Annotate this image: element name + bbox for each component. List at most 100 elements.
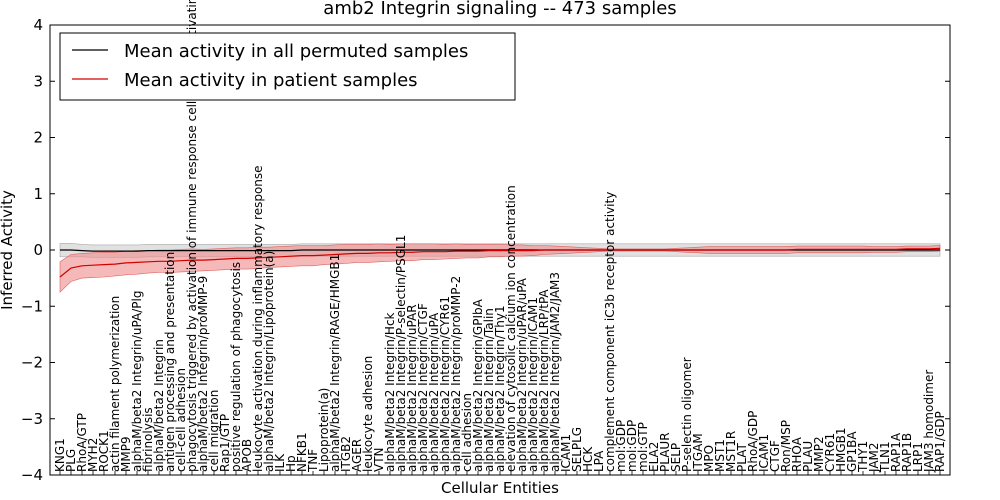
category-label: KNG1 (53, 438, 67, 472)
category-label: RhoA/GDP (746, 411, 760, 472)
category-label: ICAM1 (559, 434, 573, 472)
series-lines (59, 247, 941, 278)
category-label: cell migration (207, 390, 221, 472)
y-tick-label: 0 (33, 241, 43, 259)
y-axis-ticks: −4 −3 −2 −1 0 1 2 3 4 (21, 16, 950, 484)
category-label: alphaM/beta2 Integrin/JAM2/JAM3 (548, 272, 562, 472)
category-label: alphaM/beta2 Integrin/CTGF (416, 303, 430, 472)
category-label: TNF (306, 449, 320, 473)
category-label: alphaM/beta2 Integrin/ICAM1 (526, 297, 540, 472)
category-label: APOB (240, 439, 254, 472)
category-label: Lipoprotein(a) (317, 388, 331, 472)
category-label: VTN (372, 447, 386, 472)
category-label: actin filament polymerization (108, 296, 122, 472)
legend-label-permuted: Mean activity in all permuted samples (124, 41, 468, 62)
category-label: alphaM/beta2 Integrin/uPA (427, 312, 441, 472)
category-label: alphaM/beta2 Integrin/GPIbA (471, 298, 485, 472)
category-label: phagocytosis triggered by activation of … (185, 0, 199, 472)
category-label: PLG (64, 449, 78, 472)
category-label: leukocyte activation during inflammatory… (251, 165, 265, 472)
category-label: MMP9 (119, 436, 133, 472)
category-label: alphaM/beta2 Integrin/P-selectin/PSGL1 (394, 235, 408, 472)
category-label: TLN1 (878, 441, 892, 473)
category-label: alphaM/beta2 Integrin/proMMP-2 (449, 276, 463, 472)
category-label: alphaM/beta2 Integrin/uPA/Plg (130, 291, 144, 472)
category-label: CTGF (768, 440, 782, 472)
category-label: PLAT (735, 443, 749, 472)
category-label: cell adhesion (460, 393, 474, 472)
series-line-patient (59, 247, 941, 278)
category-label: NFKB1 (295, 432, 309, 472)
category-label: GP1BA (845, 431, 859, 472)
category-label: alphaM/beta2 Integrin/proMMP-9 (196, 276, 210, 472)
category-label: AGER (350, 439, 364, 472)
category-label: alphaM/beta2 Integrin/uPAR/uPA (515, 277, 529, 472)
y-tick-label: −3 (21, 410, 43, 428)
category-label: RHOA (790, 436, 804, 472)
category-label: alphaM/beta2 Integrin/Lipoprotein(a) (262, 251, 276, 472)
category-label: positive regulation of phagocytosis (229, 262, 243, 472)
category-label: LRP1 (911, 442, 925, 472)
category-label: ITGB2 (339, 436, 353, 472)
category-label: JAM3 homodimer (922, 370, 936, 473)
category-label: ITGAM (691, 433, 705, 472)
category-label: HMGB1 (834, 427, 848, 472)
category-label: SELP (669, 443, 683, 472)
category-label: Ron/MSP (779, 420, 793, 472)
y-tick-label: 1 (33, 185, 43, 203)
category-label: PLAUR (658, 432, 672, 472)
category-label: MST1R (724, 431, 738, 472)
category-label: Rap1/GTP (218, 414, 232, 472)
category-label: alphaM/beta2 Integrin/LRP/tPA (537, 289, 551, 472)
category-label: JAM2 (867, 442, 881, 473)
category-label: SELPLG (570, 427, 584, 472)
legend-box (59, 32, 516, 101)
category-label: RAP1/GDP (933, 411, 947, 472)
category-label: CYR61 (823, 433, 837, 472)
category-label: ELA2 (647, 442, 661, 472)
chart-title: amb2 Integrin signaling -- 473 samples (323, 0, 676, 19)
category-label: ILK (273, 453, 287, 472)
legend: Mean activity in all permuted samples Me… (59, 32, 516, 101)
category-label: mol:GTP (636, 422, 650, 472)
category-label: alphaM/beta2 Integrin/Talin (482, 308, 496, 472)
category-label: RAP1A (889, 432, 903, 472)
category-label: ICAM1 (757, 434, 771, 472)
category-label: Hp (284, 455, 298, 472)
category-label: mol:GDP (625, 420, 639, 472)
y-tick-label: 3 (33, 72, 43, 90)
y-tick-label: −4 (21, 466, 43, 484)
category-label: RhoA/GTP (75, 413, 89, 472)
category-label: RAP1B (900, 433, 914, 472)
category-label: alphaM/beta2 Integrin/RAGE/HMGB1 (328, 254, 342, 472)
category-label: cell-cell adhesion (174, 368, 188, 472)
category-label: LPA (592, 450, 606, 472)
category-label: alphaM/beta2 Integrin (152, 339, 166, 472)
y-axis-label: Inferred Activity (0, 190, 16, 310)
category-label: alphaM/beta2 Integrin/Thy1 (493, 305, 507, 472)
category-label: MST1 (713, 439, 727, 472)
y-tick-label: 4 (33, 16, 43, 34)
category-label: leukocyte adhesion (361, 356, 375, 472)
category-label: mol:GDP (614, 420, 628, 472)
category-label: PLAU (801, 441, 815, 472)
legend-label-patient: Mean activity in patient samples (124, 70, 418, 91)
category-label: ROCK1 (97, 430, 111, 472)
category-label: MYH2 (86, 438, 100, 472)
category-label: elevation of cytosolic calcium ion conce… (504, 185, 518, 472)
category-label: MMP2 (812, 436, 826, 472)
y-tick-label: −1 (21, 297, 43, 315)
category-label: complement component iC3b receptor activ… (603, 192, 617, 472)
category-label: P-selectin oligomer (680, 357, 694, 472)
category-label: MPO (702, 445, 716, 472)
category-label: alphaM/beta2 Integrin/CYR61 (438, 296, 452, 472)
category-label: fibrinolysis (141, 407, 155, 472)
category-label: antigen processing and presentation (163, 252, 177, 472)
category-label: alphaM/beta2 Integrin/uPAR (405, 304, 419, 472)
band-patient (59, 243, 941, 293)
category-label: alphaM/beta2 Integrin/Hck (383, 312, 397, 472)
y-tick-label: 2 (33, 129, 43, 147)
y-tick-label: −2 (21, 354, 43, 372)
